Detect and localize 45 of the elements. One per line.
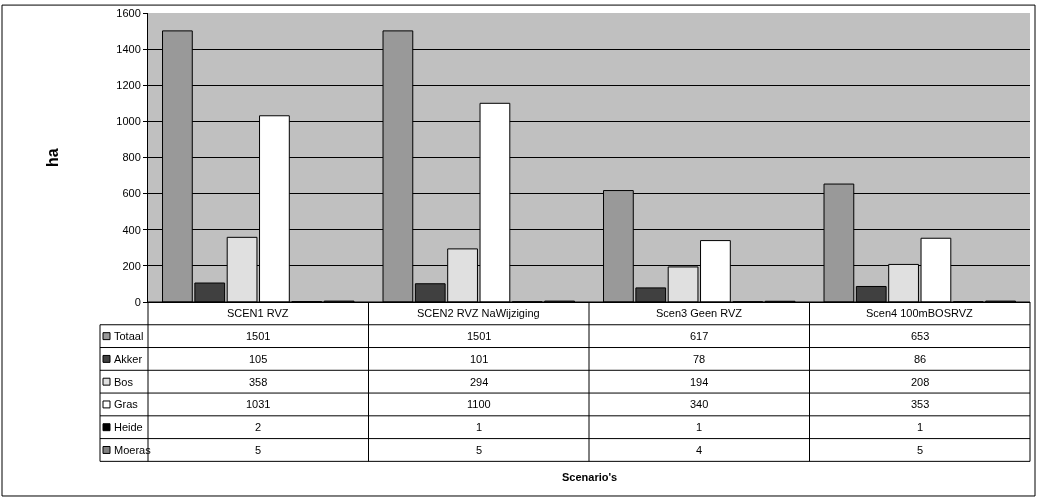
y-tick-label: 400 (122, 223, 141, 236)
data-label: 208 (911, 376, 930, 388)
data-label: 294 (470, 376, 489, 388)
y-tick-label: 1400 (116, 42, 141, 55)
data-label: 358 (249, 376, 268, 388)
legend-label: Bos (114, 376, 134, 388)
legend-label: Totaal (114, 330, 144, 342)
y-tick-label: 800 (122, 151, 141, 164)
data-label: 5 (917, 444, 924, 456)
data-label: 1 (696, 421, 703, 433)
y-tick-label: 600 (122, 187, 141, 200)
data-label: 1100 (467, 398, 491, 410)
y-tick-label: 1200 (116, 79, 141, 92)
text: Scenario's (562, 471, 618, 483)
data-label: 617 (690, 330, 709, 342)
data-label: 340 (690, 398, 709, 410)
data-label: 1 (476, 421, 483, 433)
data-label: 101 (470, 353, 489, 365)
y-axis-title: ha (44, 148, 61, 167)
x-tick-label: SCEN1 RVZ (227, 307, 289, 319)
y-tick-label: 1600 (116, 6, 141, 19)
data-label: 1 (917, 421, 924, 433)
data-label: 1031 (246, 398, 271, 410)
data-label: 78 (693, 353, 706, 365)
data-label: 1501 (467, 330, 492, 342)
legend-label: Moeras (114, 444, 152, 456)
data-label: 5 (255, 444, 262, 456)
data-label: 86 (914, 353, 927, 365)
data-label: 105 (249, 353, 268, 365)
data-label: 2 (255, 421, 262, 433)
y-tick-label: 1000 (116, 115, 141, 128)
data-label: 353 (911, 398, 930, 410)
data-label: 653 (911, 330, 930, 342)
x-tick-label: Scen3 Geen RVZ (656, 307, 743, 319)
data-label: 1501 (246, 330, 271, 342)
legend-label: Heide (114, 421, 143, 433)
y-tick-label: 200 (122, 259, 141, 272)
legend-label: Akker (114, 353, 143, 365)
legend-label: Gras (114, 398, 139, 410)
x-tick-label: Scen4 100mBOSRVZ (866, 307, 974, 319)
x-tick-label: SCEN2 RVZ NaWijziging (417, 307, 540, 319)
y-tick-label: 0 (134, 295, 141, 308)
data-label: 4 (696, 444, 703, 456)
data-label: 5 (476, 444, 483, 456)
data-label: 194 (690, 376, 709, 388)
